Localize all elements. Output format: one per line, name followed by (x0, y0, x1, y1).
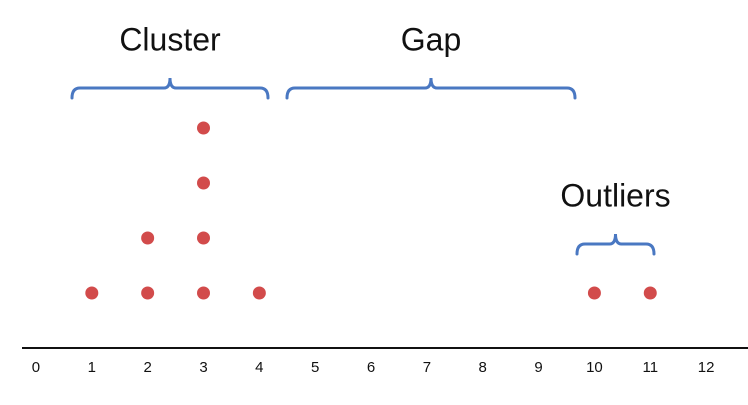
annotation-bracket (285, 77, 577, 100)
x-tick-label: 0 (32, 359, 40, 376)
dot (197, 286, 210, 300)
annotation-bracket (575, 233, 656, 256)
x-tick-label: 9 (534, 359, 542, 376)
x-tick-label: 3 (199, 359, 207, 376)
x-tick-label: 4 (255, 359, 263, 376)
x-tick-label: 8 (479, 359, 487, 376)
dot (141, 231, 155, 245)
x-tick-label: 1 (88, 359, 96, 376)
x-tick-label: 12 (698, 359, 715, 376)
dot (197, 176, 210, 190)
x-tick-label: 7 (423, 359, 431, 376)
x-tick-label: 6 (367, 359, 375, 376)
x-tick-label: 2 (143, 359, 151, 376)
x-tick-label: 5 (311, 359, 319, 376)
dot (252, 286, 266, 300)
dot (141, 286, 155, 300)
annotation-label: Outliers (560, 177, 670, 213)
dot (197, 231, 210, 245)
dot (85, 286, 99, 300)
annotation-label: Gap (401, 21, 461, 57)
x-tick-label: 10 (586, 359, 603, 376)
dot (197, 121, 210, 135)
dot (643, 286, 657, 300)
dot (587, 286, 601, 300)
x-tick-label: 11 (642, 359, 658, 376)
annotation-bracket (70, 77, 270, 100)
annotation-label: Cluster (119, 21, 221, 57)
